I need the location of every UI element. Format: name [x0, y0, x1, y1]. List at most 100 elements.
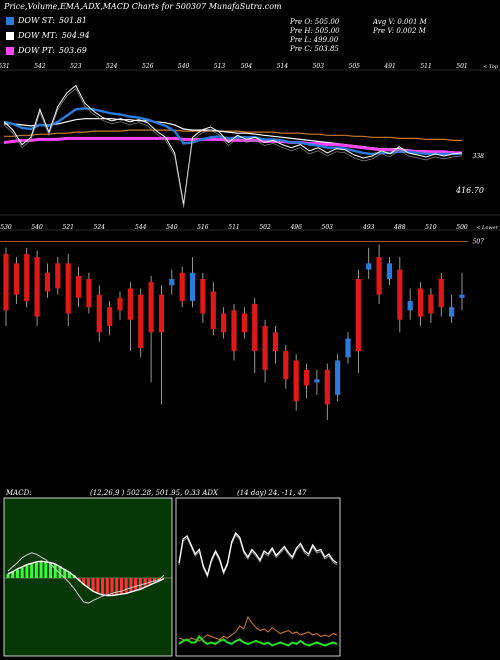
price-label: 514	[277, 63, 289, 70]
candle-body	[241, 313, 247, 333]
candle-body	[303, 369, 310, 386]
close-price-line	[3, 84, 463, 205]
adx-shadow-line	[178, 534, 338, 579]
legend-label-mt: DOW MT:	[18, 31, 58, 40]
macd-histogram-bar	[34, 562, 38, 578]
macd-signal-line	[7, 560, 165, 597]
legend-value-st: 501.81	[58, 16, 87, 25]
candle-price-label: 530	[0, 224, 12, 231]
macd-histogram-bar	[30, 564, 34, 578]
macd-histogram-bar	[115, 578, 119, 595]
candle-body	[200, 279, 206, 314]
candle-body	[314, 379, 320, 383]
candle-body	[272, 332, 279, 352]
candle-price-label: 503	[322, 224, 334, 231]
macd-histogram-bar	[20, 567, 24, 578]
candle-body	[13, 263, 19, 295]
candle-body	[335, 360, 341, 395]
candle-price-label: 510	[425, 224, 437, 231]
candle-body	[459, 294, 465, 298]
info-pre-close: Pre C: 503.85	[290, 45, 339, 53]
macd-values: (12,26,9 ) 502.28, 501.95, 0.33 ADX	[90, 489, 218, 497]
ema-long-line	[4, 129, 462, 141]
candle-price-label: 544	[135, 224, 147, 231]
info-pre-low: Pre L: 499.00	[290, 36, 339, 44]
legend-swatch-mt	[6, 31, 14, 40]
macd-histogram-bar	[49, 562, 53, 578]
price-label: 526	[142, 63, 154, 70]
candle-body	[231, 310, 237, 352]
candle-body	[24, 253, 30, 301]
candle-body	[148, 282, 154, 333]
adx-values: (14 day) 24, -11, 47	[237, 489, 307, 497]
price-corner-label: < Top	[483, 64, 499, 70]
macd-line	[7, 552, 165, 604]
macd-panel	[3, 497, 173, 657]
price-label: 501	[456, 63, 467, 70]
candle-body	[158, 294, 165, 333]
candle-price-label: 516	[197, 224, 209, 231]
candle-price-label: 500	[456, 224, 468, 231]
macd-histogram-bar	[11, 571, 15, 578]
candle-body	[428, 294, 434, 314]
candle-price-label: 540	[166, 224, 178, 231]
macd-histogram-bar	[96, 578, 100, 593]
candle-price-label: 540	[31, 224, 43, 231]
info-prev-ohlc: Pre O: 505.00 Pre H: 505.00 Pre L: 499.0…	[290, 18, 340, 54]
price-label: 524	[106, 63, 118, 70]
price-axis-lower: 416.70	[455, 186, 484, 195]
macd-histogram-bar	[105, 578, 109, 595]
candle-body	[107, 307, 113, 326]
candle-body	[438, 279, 444, 308]
macd-histogram-bar	[77, 578, 81, 581]
price-label: 491	[383, 63, 395, 70]
candle-body	[345, 338, 351, 358]
macd-title: MACD:	[6, 489, 32, 497]
price-label: 503	[313, 63, 325, 70]
candle-price-label: 524	[94, 224, 106, 231]
candle-body	[366, 263, 372, 270]
chart-title: Price,Volume,EMA,ADX,MACD Charts for 500…	[4, 2, 282, 11]
price-label: 504	[241, 63, 253, 70]
candle-body	[127, 288, 133, 320]
candle-body	[252, 304, 258, 352]
macd-histogram-bar	[6, 573, 10, 578]
candle-body	[189, 272, 196, 301]
legend-label-st: DOW ST:	[18, 16, 55, 25]
candle-body	[96, 294, 102, 333]
macd-histogram-bar	[67, 571, 71, 578]
candle-body	[86, 279, 92, 308]
candle-body	[283, 351, 289, 380]
price-panel: 531 542 523 524 526 540 513 504 514 503 505 491 511 5…	[0, 63, 500, 216]
legend-value-mt: 504.94	[61, 31, 90, 40]
candle-body	[355, 279, 361, 352]
ema-short-line	[3, 107, 462, 156]
macd-histogram-bar	[63, 568, 67, 578]
macd-histogram-bar	[129, 578, 133, 592]
macd-histogram-bar	[162, 578, 166, 579]
adx-panel	[175, 497, 341, 657]
candle-price-label: 496	[289, 224, 302, 231]
macd-histogram-bar	[124, 578, 128, 594]
macd-histogram-bar	[119, 578, 123, 595]
price-axis-upper: 338	[473, 153, 485, 160]
candle-body	[376, 257, 382, 295]
candle-body	[262, 326, 268, 370]
info-volume: Avg V: 0.001 M Pre V: 0.002 M	[373, 18, 427, 36]
info-avg-volume: Avg V: 0.001 M	[373, 18, 427, 26]
candle-body	[117, 297, 123, 311]
macd-histogram-bar	[53, 564, 57, 578]
close-shadow-line	[3, 87, 463, 208]
candle-axis-label: 507	[473, 238, 485, 245]
info-pre-high: Pre H: 505.00	[290, 27, 340, 35]
macd-histogram-bar	[44, 561, 48, 578]
candle-price-label: 488	[393, 224, 406, 231]
candle-body	[55, 263, 61, 289]
legend-label-pt: DOW PT:	[18, 46, 55, 55]
adx-background	[175, 497, 341, 657]
legend-value-pt: 503.69	[58, 46, 87, 55]
candle-body	[407, 300, 413, 311]
macd-histogram-bar	[101, 578, 105, 595]
macd-histogram-bar	[58, 566, 62, 578]
macd-histogram-bar	[110, 578, 114, 595]
